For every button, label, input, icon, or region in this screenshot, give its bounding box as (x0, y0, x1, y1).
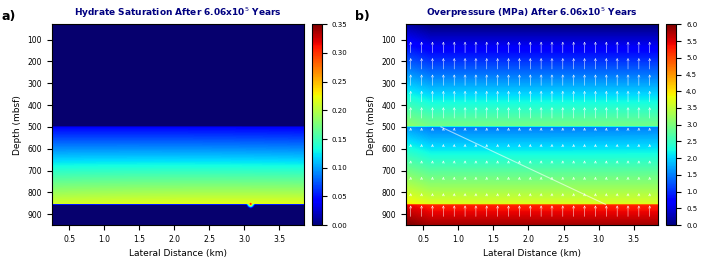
Title: Overpressure (MPa) After 6.06x10$^5$ Years: Overpressure (MPa) After 6.06x10$^5$ Yea… (426, 6, 638, 20)
Title: Hydrate Saturation After 6.06x10$^5$ Years: Hydrate Saturation After 6.06x10$^5$ Yea… (74, 6, 282, 20)
X-axis label: Lateral Distance (km): Lateral Distance (km) (483, 249, 581, 258)
Y-axis label: Depth (mbsf): Depth (mbsf) (13, 95, 22, 155)
Text: b): b) (356, 10, 370, 23)
X-axis label: Lateral Distance (km): Lateral Distance (km) (129, 249, 227, 258)
Text: a): a) (1, 10, 15, 23)
Y-axis label: Depth (mbsf): Depth (mbsf) (367, 95, 376, 155)
